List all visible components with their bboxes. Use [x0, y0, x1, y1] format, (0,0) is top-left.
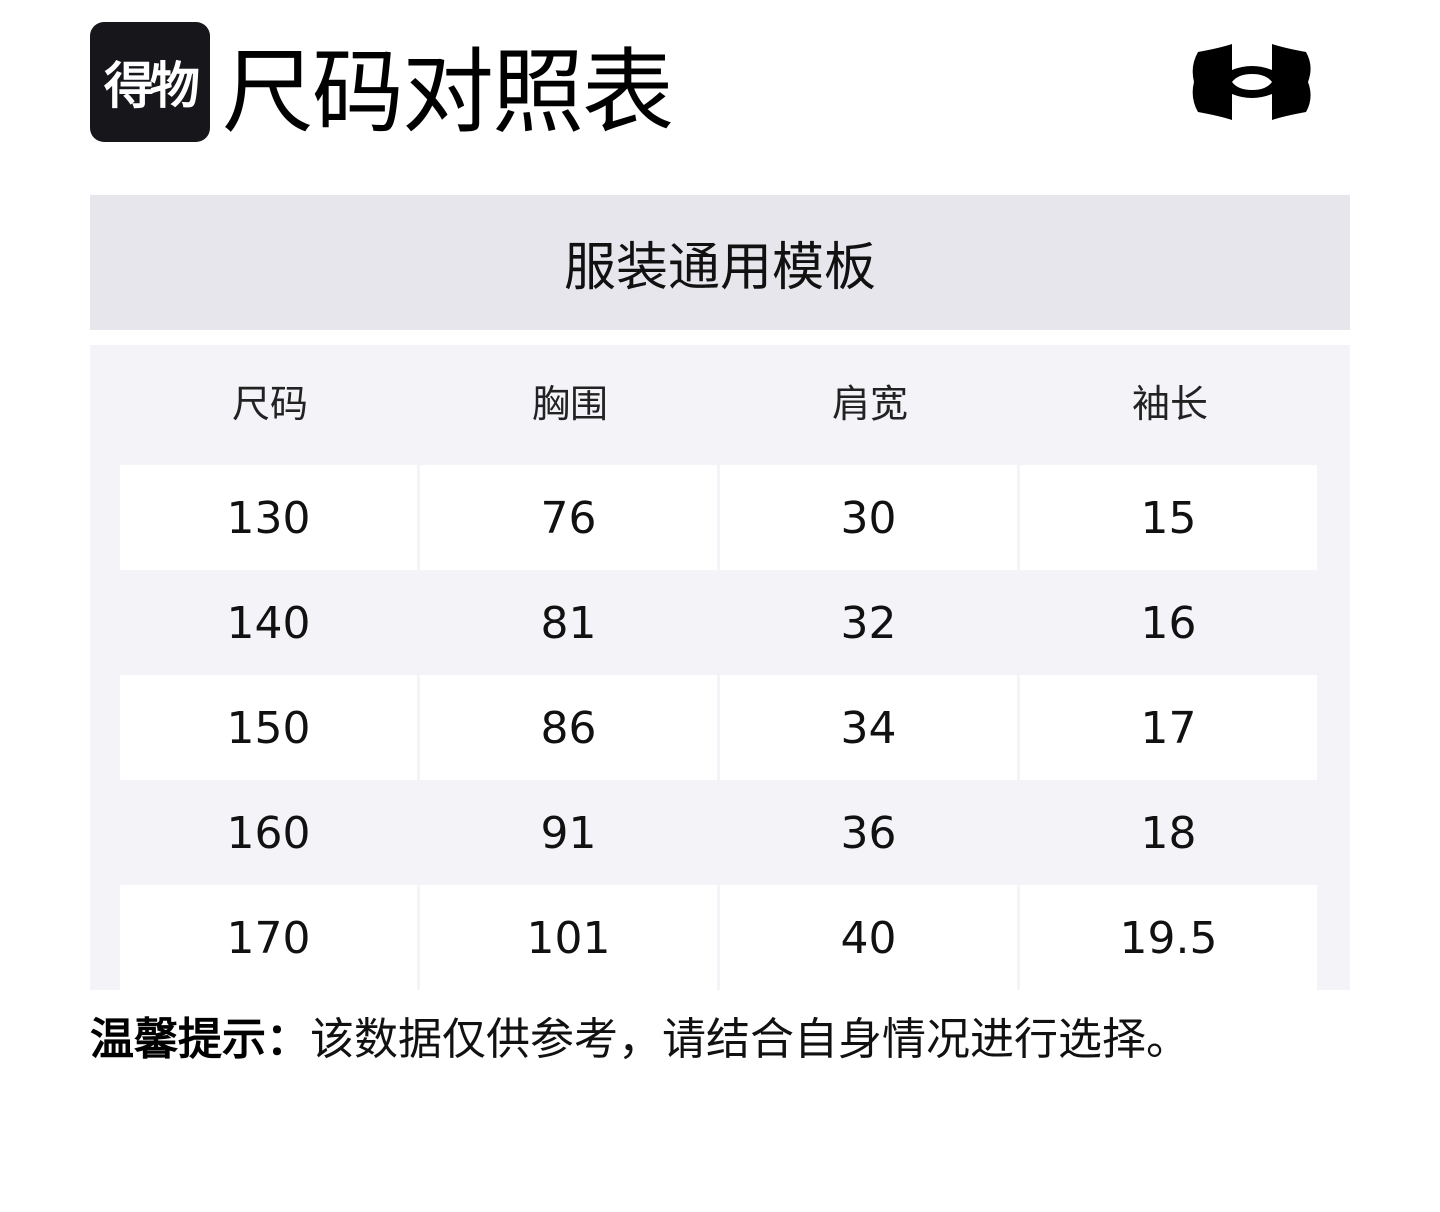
page-title: 尺码对照表 [222, 39, 674, 146]
header-size: 尺码 [231, 382, 308, 426]
table-cell: 76 [420, 465, 717, 570]
size-table: 尺码 胸围 肩宽 袖长 130 76 30 15 140 81 32 16 150 86 34 17 1… [90, 345, 1350, 990]
table-row: 140 81 32 16 [120, 570, 1320, 675]
table-cell: 19.5 [1020, 885, 1317, 990]
table-cell: 101 [420, 885, 717, 990]
table-row: 150 86 34 17 [120, 675, 1320, 780]
table-cell: 32 [840, 598, 897, 649]
table-cell: 86 [420, 675, 717, 780]
table-row: 170 101 40 19.5 [120, 885, 1320, 990]
table-row: 130 76 30 15 [120, 465, 1320, 570]
table-cell: 160 [226, 808, 311, 859]
table-cell: 34 [720, 675, 1017, 780]
table-cell: 15 [1020, 465, 1317, 570]
table-cell: 17 [1020, 675, 1317, 780]
table-cell: 170 [120, 885, 417, 990]
header-chest: 胸围 [531, 382, 608, 426]
brand-logo: 得物 [90, 22, 210, 142]
header-sleeve: 袖长 [1131, 382, 1208, 426]
table-header: 尺码 胸围 肩宽 袖长 [120, 345, 1320, 465]
under-armour-logo [1192, 44, 1311, 120]
table-cell: 91 [540, 808, 597, 859]
tip-label: 温馨提示： [90, 1014, 310, 1065]
template-title: 服装通用模板 [90, 195, 1350, 330]
table-cell: 30 [720, 465, 1017, 570]
table-cell: 140 [226, 598, 311, 649]
table-cell: 81 [540, 598, 597, 649]
table-cell: 18 [1140, 808, 1197, 859]
header-shoulder: 肩宽 [831, 382, 908, 426]
table-cell: 36 [840, 808, 897, 859]
tip-text: 该数据仅供参考，请结合自身情况进行选择。 [310, 1014, 1190, 1065]
table-cell: 40 [720, 885, 1017, 990]
table-cell: 150 [120, 675, 417, 780]
table-cell: 130 [120, 465, 417, 570]
table-row: 160 91 36 18 [120, 780, 1320, 885]
table-cell: 16 [1140, 598, 1197, 649]
tip-note: 温馨提示：该数据仅供参考，请结合自身情况进行选择。 [90, 1008, 1190, 1072]
